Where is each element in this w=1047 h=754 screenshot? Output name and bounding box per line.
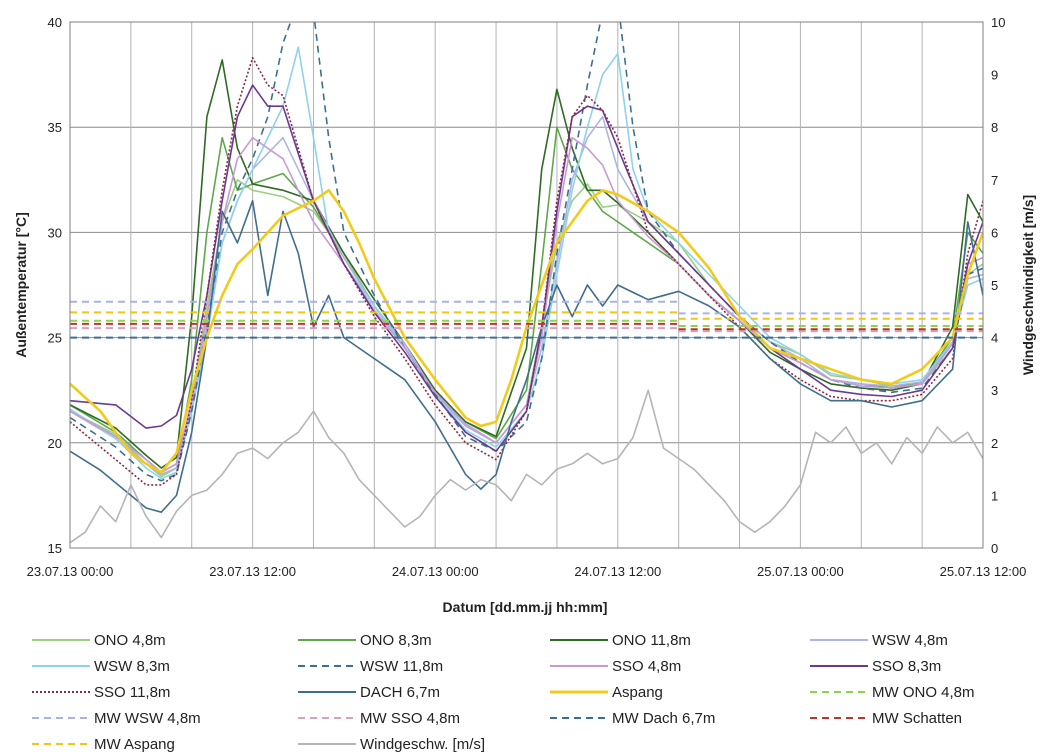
series-line (70, 84, 983, 453)
y2-tick-label: 0 (991, 541, 998, 556)
legend-label: ONO 8,3m (360, 632, 432, 649)
legend-label: SSO 11,8m (94, 684, 170, 701)
legend: ONO 4,8m ONO 8,3m ONO 11,8m WSW 4,8m WSW 8,3… (32, 632, 975, 753)
legend-label: WSW 4,8m (872, 632, 948, 649)
legend-label: MW Aspang (94, 736, 175, 753)
legend-label: MW WSW 4,8m (94, 710, 201, 727)
y-tick-label: 25 (48, 331, 62, 346)
y2-tick-label: 6 (991, 225, 998, 240)
y2-tick-label: 5 (991, 278, 998, 293)
legend-label: WSW 11,8m (360, 658, 443, 675)
legend-label: WSW 8,3m (94, 658, 170, 675)
legend-label: Aspang (612, 684, 663, 701)
y2-tick-label: 8 (991, 120, 998, 135)
y-axis-title: Außentemperatur [°C] (13, 212, 29, 358)
x-axis-title: Datum [dd.mm.jj hh:mm] (443, 599, 608, 615)
y2-tick-label: 4 (991, 331, 998, 346)
series-line (70, 46, 983, 480)
y-tick-label: 15 (48, 541, 62, 556)
y-tick-label: 20 (48, 436, 62, 451)
series-line (70, 200, 983, 514)
x-tick-label: 25.07.13 00:00 (757, 564, 844, 579)
y2-tick-label: 1 (991, 488, 998, 503)
y2-tick-label: 3 (991, 383, 998, 398)
x-tick-label: 25.07.13 12:00 (940, 564, 1027, 579)
legend-label: Windgeschw. [m/s] (360, 736, 485, 753)
grid-lines (69, 21, 984, 549)
x-tick-label: 24.07.13 12:00 (574, 564, 661, 579)
legend-label: ONO 11,8m (612, 632, 691, 649)
legend-label: MW SSO 4,8m (360, 710, 460, 727)
y-tick-label: 30 (48, 225, 62, 240)
plot-frame (69, 21, 984, 549)
x-tick-label: 23.07.13 12:00 (209, 564, 296, 579)
y-tick-label: 40 (48, 15, 62, 30)
legend-label: ONO 4,8m (94, 632, 166, 649)
y2-tick-label: 9 (991, 68, 998, 83)
legend-label: SSO 8,3m (872, 658, 941, 675)
x-tick-label: 23.07.13 00:00 (27, 564, 114, 579)
series-layer (70, 22, 983, 544)
y-tick-label: 35 (48, 120, 62, 135)
legend-label: MW Dach 6,7m (612, 710, 715, 727)
series-line (70, 56, 983, 486)
series-line (70, 389, 983, 544)
legend-label: SSO 4,8m (612, 658, 681, 675)
legend-label: MW Schatten (872, 710, 962, 727)
y2-tick-label: 10 (991, 15, 1005, 30)
y2-tick-label: 2 (991, 436, 998, 451)
y2-axis-title: Windgeschwindigkeit [m/s] (1020, 195, 1036, 375)
legend-label: DACH 6,7m (360, 684, 440, 701)
legend-label: MW ONO 4,8m (872, 684, 975, 701)
series-line (70, 59, 983, 469)
axis-ticks: 15 20 25 30 35 40 0 1 2 3 4 5 6 7 8 9 10 23.07.13 00:00 23… (27, 15, 1027, 579)
x-tick-label: 24.07.13 00:00 (392, 564, 479, 579)
y2-tick-label: 7 (991, 173, 998, 188)
